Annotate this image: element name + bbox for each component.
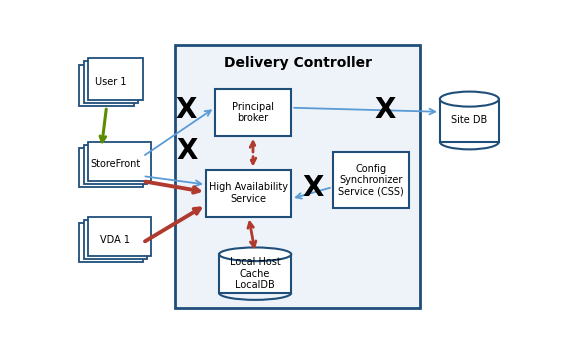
FancyBboxPatch shape (206, 170, 291, 216)
Text: X: X (175, 96, 197, 124)
FancyBboxPatch shape (215, 89, 291, 136)
FancyBboxPatch shape (333, 152, 409, 208)
FancyBboxPatch shape (83, 145, 147, 184)
Text: Config
Synchronizer
Service (CSS): Config Synchronizer Service (CSS) (338, 164, 404, 197)
Text: Site DB: Site DB (451, 116, 487, 126)
Text: VDA 1: VDA 1 (100, 235, 130, 245)
Text: High Availability
Service: High Availability Service (209, 182, 288, 204)
Ellipse shape (219, 247, 291, 261)
FancyBboxPatch shape (88, 58, 143, 100)
Text: X: X (177, 137, 199, 165)
FancyBboxPatch shape (79, 65, 134, 106)
FancyBboxPatch shape (83, 220, 147, 259)
FancyBboxPatch shape (79, 223, 143, 262)
FancyBboxPatch shape (83, 61, 138, 103)
FancyBboxPatch shape (79, 148, 143, 187)
Text: Delivery Controller: Delivery Controller (224, 57, 372, 70)
Text: Local Host
Cache
LocalDB: Local Host Cache LocalDB (230, 257, 280, 290)
Ellipse shape (440, 91, 499, 106)
Polygon shape (219, 254, 291, 293)
FancyBboxPatch shape (88, 142, 151, 180)
FancyBboxPatch shape (88, 217, 151, 256)
FancyBboxPatch shape (175, 45, 420, 308)
Text: StoreFront: StoreFront (90, 159, 140, 169)
Polygon shape (440, 99, 499, 142)
Text: Principal
broker: Principal broker (232, 102, 274, 123)
Text: X: X (302, 174, 324, 202)
Text: X: X (374, 96, 396, 124)
Text: User 1: User 1 (95, 77, 127, 87)
